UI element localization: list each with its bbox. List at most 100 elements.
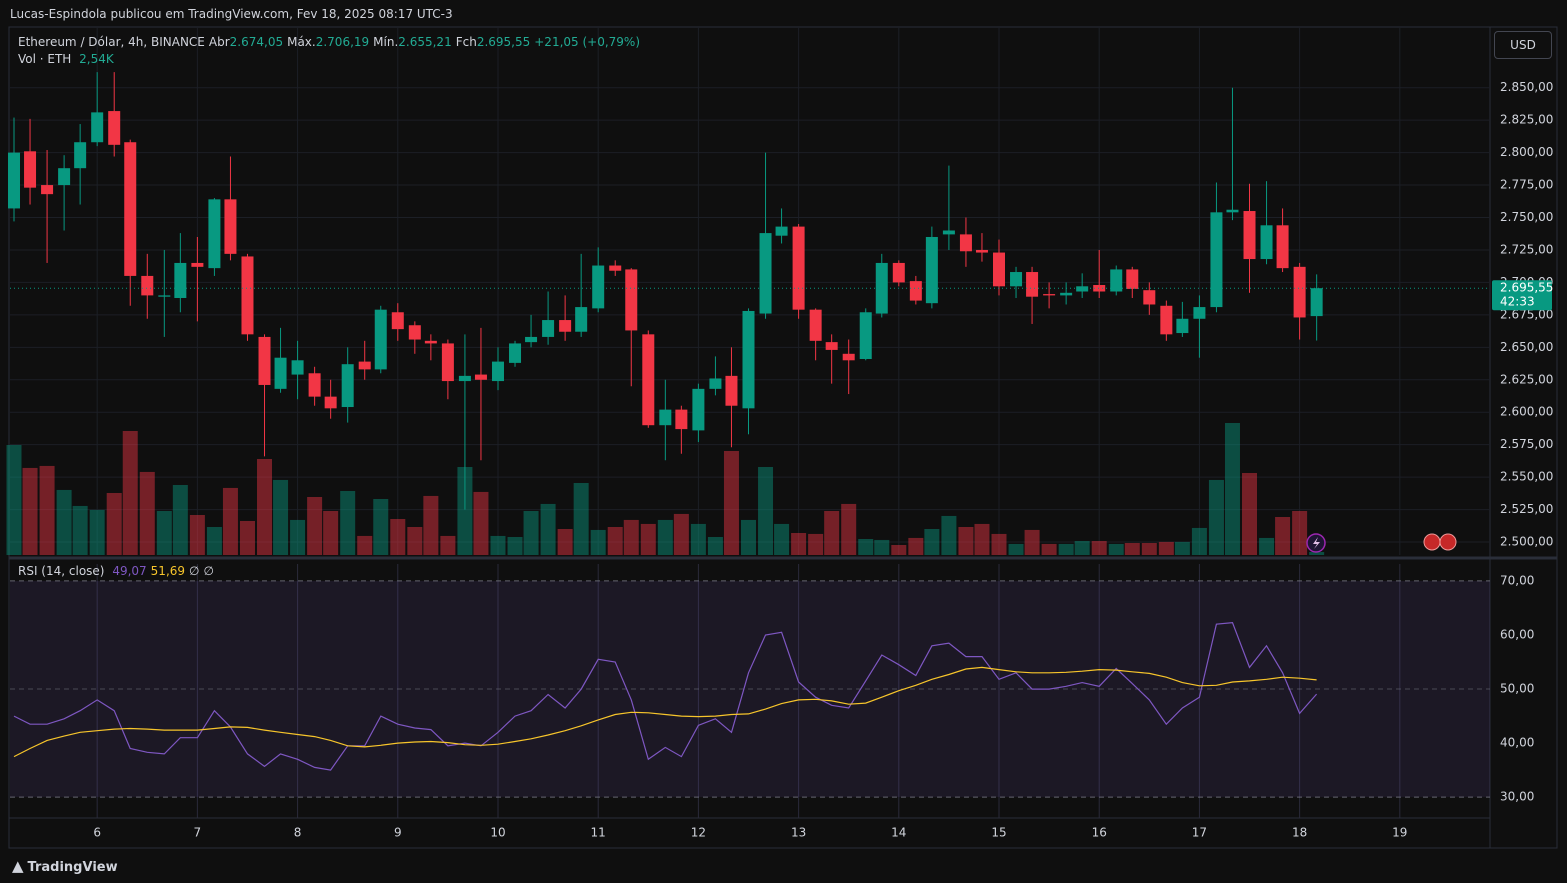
- volume-bar: [1108, 543, 1124, 555]
- y-tick-label: 2.750,00: [1500, 210, 1553, 224]
- candle-body: [258, 336, 271, 385]
- volume-bar: [607, 527, 623, 555]
- candle-body: [525, 336, 538, 343]
- volume-bar: [22, 467, 38, 555]
- candle-body: [1010, 272, 1023, 287]
- volume-bar: [640, 523, 656, 555]
- candle-body: [24, 151, 37, 188]
- rsi-title: RSI (14, close): [18, 564, 105, 578]
- candle-body: [108, 111, 121, 145]
- volume-bar: [623, 519, 639, 555]
- y-tick-label: 70,00: [1500, 573, 1534, 587]
- candle-body: [1126, 269, 1139, 289]
- volume-bar: [874, 539, 890, 555]
- candle-body: [1310, 288, 1323, 317]
- ohlc-name: Abr: [208, 35, 230, 49]
- candle-body: [391, 312, 404, 330]
- volume-bar: [1074, 541, 1090, 555]
- candle-body: [124, 142, 137, 276]
- symbol-title: Ethereum / Dólar, 4h, BINANCE: [18, 35, 205, 49]
- ohlc-value: 2.695,55: [476, 35, 531, 49]
- publisher: Lucas-Espindola publicou em TradingView.…: [10, 7, 453, 21]
- volume-bar: [1124, 543, 1140, 555]
- volume-bar: [1292, 511, 1308, 555]
- candle-body: [1293, 266, 1306, 318]
- x-tick-label: 14: [891, 826, 906, 840]
- y-tick-label: 40,00: [1500, 736, 1534, 750]
- volume-bar: [1091, 541, 1107, 555]
- volume-bar: [139, 471, 155, 555]
- volume-bar: [958, 527, 974, 555]
- ohlc-value: 2.706,19: [315, 35, 370, 49]
- x-tick-label: 18: [1292, 826, 1307, 840]
- candle-body: [759, 233, 772, 314]
- candle-body: [274, 357, 287, 389]
- candle-body: [659, 409, 672, 426]
- ohlc-name: Máx.: [287, 35, 316, 49]
- candle-body: [875, 262, 888, 314]
- candle-body: [491, 361, 504, 382]
- volume-bar: [1275, 517, 1291, 555]
- volume-value: 2,54K: [79, 52, 114, 66]
- volume-bar: [858, 539, 874, 555]
- candle-body: [224, 199, 237, 254]
- x-tick-label: 7: [194, 826, 202, 840]
- volume-bar: [56, 489, 72, 555]
- candle-body: [1110, 269, 1123, 292]
- candle-body: [1243, 211, 1256, 260]
- volume-bar: [1242, 473, 1258, 555]
- candle-body: [909, 281, 922, 301]
- y-tick-label: 2.550,00: [1500, 470, 1553, 484]
- y-tick-label: 50,00: [1500, 682, 1534, 696]
- volume-bar: [357, 535, 373, 555]
- volume-bar: [523, 511, 539, 555]
- x-tick-label: 9: [394, 826, 402, 840]
- candle-body: [1210, 212, 1223, 308]
- volume-bar: [340, 491, 356, 555]
- candle-body: [792, 226, 805, 310]
- volume-bar: [89, 509, 105, 555]
- volume-bar: [1158, 541, 1174, 555]
- flag-icon[interactable]: [1439, 533, 1457, 551]
- volume-bar: [423, 495, 439, 555]
- y-tick-label: 30,00: [1500, 790, 1534, 804]
- volume-bar: [373, 499, 389, 555]
- candle-body: [692, 388, 705, 431]
- candle-body: [609, 265, 622, 271]
- y-tick-label: 2.825,00: [1500, 113, 1553, 127]
- candle-body: [642, 334, 655, 426]
- brand: ▲ TradingView: [12, 857, 118, 875]
- volume-bar: [473, 491, 489, 555]
- volume-bar: [172, 485, 188, 555]
- candle-body: [1060, 292, 1073, 296]
- rsi-value: 51,69: [150, 564, 186, 578]
- volume-bar: [540, 503, 556, 555]
- currency-button[interactable]: USD: [1494, 31, 1552, 59]
- volume-bar: [1008, 543, 1024, 555]
- candle-body: [1193, 307, 1206, 319]
- candle-body: [291, 360, 304, 375]
- y-tick-label: 2.775,00: [1500, 178, 1553, 192]
- rsi-legend: RSI (14, close) 49,07 51,69 ∅ ∅: [18, 564, 218, 578]
- y-tick-label: 2.725,00: [1500, 242, 1553, 256]
- y-tick-label: 2.525,00: [1500, 502, 1553, 516]
- candle-body: [91, 112, 104, 143]
- volume-bar: [991, 533, 1007, 555]
- x-tick-label: 19: [1392, 826, 1407, 840]
- candle-body: [993, 252, 1006, 287]
- volume-legend: Vol · ETH 2,54K: [18, 52, 118, 66]
- flag-icon[interactable]: [1423, 533, 1441, 551]
- volume-bar: [39, 465, 55, 555]
- y-tick-label: 2.650,00: [1500, 340, 1553, 354]
- lightning-icon: [1313, 537, 1320, 549]
- candle-body: [191, 262, 204, 267]
- candle-body: [559, 320, 572, 332]
- candle-body: [308, 373, 321, 397]
- candle-body: [675, 409, 688, 430]
- candle-body: [542, 320, 555, 337]
- volume-bar: [189, 515, 205, 555]
- change-value: +21,05 (+0,79%): [534, 35, 641, 49]
- volume-bar: [941, 515, 957, 555]
- volume-bar: [841, 503, 857, 555]
- volume-bar: [1309, 552, 1325, 555]
